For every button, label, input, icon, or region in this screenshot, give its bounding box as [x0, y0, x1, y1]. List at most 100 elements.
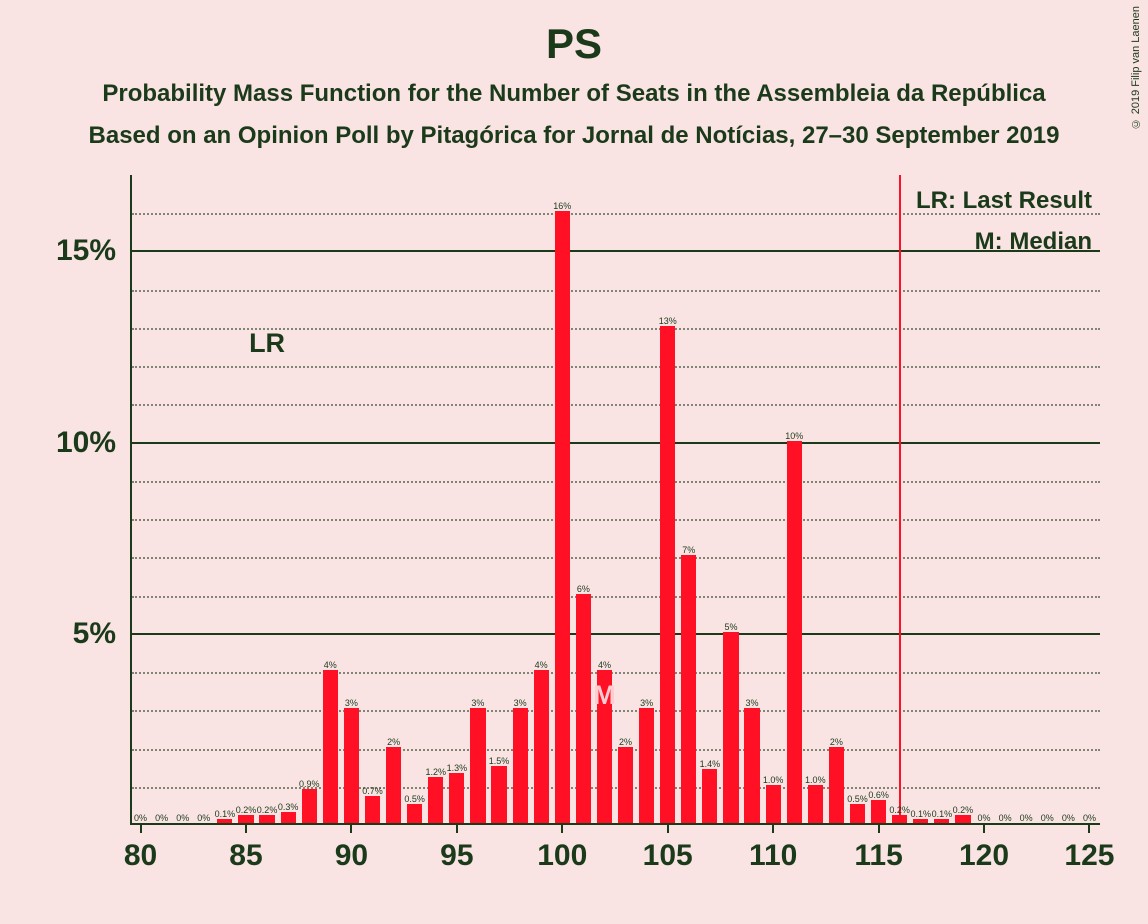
x-tick-label: 95 [440, 839, 473, 873]
grid-line-minor [132, 213, 1100, 215]
bar [766, 785, 781, 823]
chart-title: PS [0, 0, 1148, 68]
chart-titles: PS Probability Mass Function for the Num… [0, 0, 1148, 150]
bar-value-label: 0.2% [257, 805, 278, 815]
x-tick-mark [245, 825, 247, 833]
bar-value-label: 0% [155, 813, 168, 823]
bar [871, 800, 886, 823]
median-marker: M [593, 680, 616, 711]
grid-line-minor [132, 366, 1100, 368]
bar-value-label: 2% [830, 737, 843, 747]
bar-value-label: 0.5% [404, 794, 425, 804]
bar-value-label: 4% [324, 660, 337, 670]
bar-value-label: 6% [577, 584, 590, 594]
grid-line-minor [132, 557, 1100, 559]
bar-value-label: 0% [999, 813, 1012, 823]
grid-line-major [132, 250, 1100, 252]
bar-value-label: 1.2% [425, 767, 446, 777]
bar-value-label: 2% [387, 737, 400, 747]
chart-area: LR: Last Result M: Median 5%10%15%0%0%0%… [40, 175, 1110, 875]
grid-line-minor [132, 710, 1100, 712]
bar-value-label: 0% [1083, 813, 1096, 823]
grid-line-minor [132, 749, 1100, 751]
x-tick-label: 120 [959, 839, 1009, 873]
bar-value-label: 1.0% [805, 775, 826, 785]
x-tick-mark [983, 825, 985, 833]
bar [407, 804, 422, 823]
vertical-marker-line [899, 175, 901, 825]
bar [281, 812, 296, 823]
bar-value-label: 3% [640, 698, 653, 708]
bar-value-label: 2% [619, 737, 632, 747]
bar-value-label: 0.5% [847, 794, 868, 804]
bar [618, 747, 633, 823]
plot-area: LR: Last Result M: Median 5%10%15%0%0%0%… [130, 175, 1100, 825]
bar-value-label: 0.1% [215, 809, 236, 819]
bar [238, 815, 253, 823]
grid-line-minor [132, 672, 1100, 674]
bar-value-label: 0.9% [299, 779, 320, 789]
x-axis [130, 823, 1100, 825]
bar [302, 789, 317, 823]
bar [323, 670, 338, 823]
x-tick-mark [456, 825, 458, 833]
bar [639, 708, 654, 823]
x-tick-mark [350, 825, 352, 833]
grid-line-minor [132, 481, 1100, 483]
bar-value-label: 7% [682, 545, 695, 555]
bar-value-label: 0.7% [362, 786, 383, 796]
bar [259, 815, 274, 823]
x-tick-label: 90 [335, 839, 368, 873]
bar [513, 708, 528, 823]
bar-value-label: 13% [659, 316, 677, 326]
bar-value-label: 0% [1041, 813, 1054, 823]
bar [470, 708, 485, 823]
bar-value-label: 0.2% [953, 805, 974, 815]
x-tick-label: 100 [537, 839, 587, 873]
grid-line-minor [132, 787, 1100, 789]
bar-value-label: 0.2% [889, 805, 910, 815]
bar-value-label: 3% [471, 698, 484, 708]
bar-value-label: 0.2% [236, 805, 257, 815]
bar [744, 708, 759, 823]
chart-subtitle-1: Probability Mass Function for the Number… [0, 68, 1148, 108]
y-axis [130, 175, 132, 825]
bar-value-label: 0.3% [278, 802, 299, 812]
x-tick-label: 125 [1064, 839, 1114, 873]
bar [449, 773, 464, 823]
bar-value-label: 1.3% [447, 763, 468, 773]
copyright-text: © 2019 Filip van Laenen [1130, 6, 1142, 129]
bar-value-label: 1.0% [763, 775, 784, 785]
x-tick-mark [140, 825, 142, 833]
y-tick-label: 10% [36, 426, 116, 460]
bar [787, 441, 802, 823]
bar-value-label: 0% [197, 813, 210, 823]
y-tick-label: 5% [36, 617, 116, 651]
bar [365, 796, 380, 823]
bar-value-label: 0% [1020, 813, 1033, 823]
bar [829, 747, 844, 823]
x-tick-mark [878, 825, 880, 833]
bar [702, 769, 717, 823]
bar [660, 326, 675, 823]
bar [555, 211, 570, 823]
bar [576, 594, 591, 823]
x-tick-label: 110 [749, 839, 797, 873]
grid-line-minor [132, 290, 1100, 292]
bar-value-label: 0% [134, 813, 147, 823]
bar-value-label: 10% [785, 431, 803, 441]
bar [681, 555, 696, 823]
x-tick-mark [561, 825, 563, 833]
bar-value-label: 0% [176, 813, 189, 823]
bar-value-label: 4% [598, 660, 611, 670]
grid-line-minor [132, 596, 1100, 598]
bar-value-label: 1.4% [700, 759, 721, 769]
grid-line-major [132, 633, 1100, 635]
bar [386, 747, 401, 823]
bar-value-label: 3% [345, 698, 358, 708]
legend-lr: LR: Last Result [916, 181, 1092, 222]
x-tick-label: 85 [229, 839, 262, 873]
bar-value-label: 3% [514, 698, 527, 708]
bar-value-label: 0% [978, 813, 991, 823]
bar-value-label: 0.1% [910, 809, 931, 819]
